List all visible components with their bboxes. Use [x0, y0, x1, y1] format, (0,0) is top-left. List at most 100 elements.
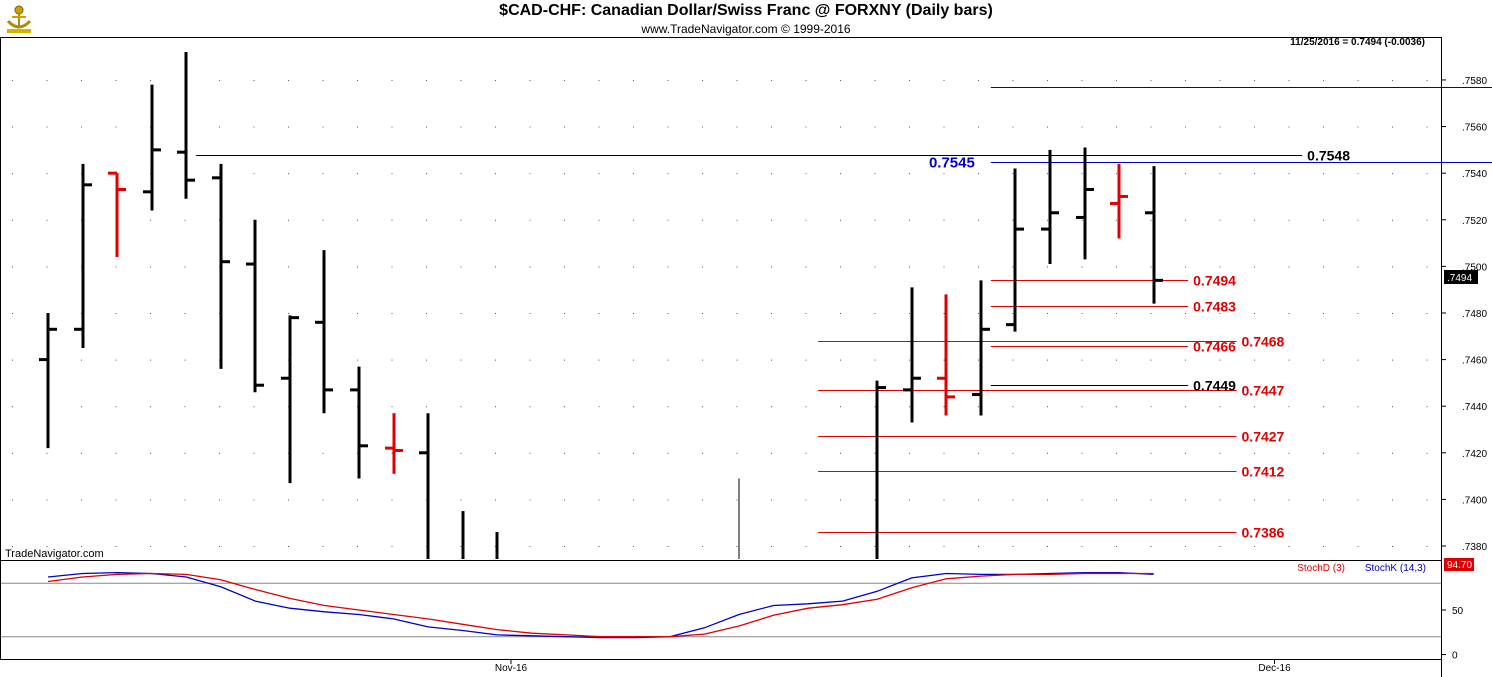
grid-dot [1012, 546, 1014, 548]
grid-dot [564, 266, 565, 268]
grid-dot [529, 266, 531, 268]
grid-dot [288, 546, 289, 548]
grid-dot [598, 312, 600, 314]
grid-dot [1392, 126, 1393, 128]
grid-dot [1426, 79, 1428, 81]
grid-dot [529, 359, 531, 361]
grid-dot [426, 266, 427, 268]
grid-dot [1012, 359, 1014, 361]
grid-dot [1047, 173, 1048, 175]
grid-dot [1426, 546, 1428, 548]
grid-dot [702, 79, 703, 81]
grid-dot [1219, 219, 1221, 221]
grid-dot [564, 499, 565, 501]
grid-dot [943, 359, 945, 361]
level-label: 0.7548 [1307, 148, 1350, 164]
grid-dot [1081, 406, 1083, 408]
grid-dot [184, 359, 186, 361]
grid-dot [943, 546, 945, 548]
grid-dot [943, 312, 945, 314]
grid-dot [874, 406, 876, 408]
grid-dot [1288, 359, 1290, 361]
grid-dot [1185, 79, 1186, 81]
grid-dot [978, 173, 979, 175]
grid-dot [943, 406, 945, 408]
grid-dot [874, 173, 876, 175]
grid-dot [736, 126, 738, 128]
grid-dot [322, 126, 324, 128]
grid-dot [564, 406, 565, 408]
grid-dot [840, 266, 841, 268]
grid-dot [633, 359, 634, 361]
grid-dot [874, 452, 876, 454]
price-y-axis: .7380 .7400 .7420 .7440 .7460 .7480 .7500 .7520… [1441, 76, 1487, 553]
grid-dot [667, 359, 669, 361]
grid-dot [1150, 359, 1152, 361]
grid-dot [840, 406, 841, 408]
grid-dot [1150, 312, 1152, 314]
grid-dot [460, 173, 462, 175]
grid-dot [840, 546, 841, 548]
grid-dot [1426, 499, 1428, 501]
grid-dot [1185, 546, 1186, 548]
grid-dot [81, 126, 82, 128]
grid-dot [702, 173, 703, 175]
grid-dot [978, 266, 979, 268]
grid-dot [1323, 546, 1324, 548]
x-tick-label: Dec-16 [1258, 663, 1291, 674]
grid-dot [288, 219, 289, 221]
grid-dot [805, 312, 807, 314]
grid-dot [840, 126, 841, 128]
grid-dot [46, 126, 48, 128]
grid-dot [1012, 499, 1014, 501]
grid-dot [909, 79, 910, 81]
grid-dot [115, 499, 117, 501]
grid-dot [1323, 359, 1324, 361]
grid-dot [1219, 499, 1221, 501]
grid-dot [1185, 406, 1186, 408]
grid-dot [1081, 266, 1083, 268]
grid-dot [943, 499, 945, 501]
grid-dot [391, 406, 393, 408]
y-tick-label: .7380 [1462, 542, 1487, 553]
grid-dot [1012, 79, 1014, 81]
grid-dot [1392, 452, 1393, 454]
grid-dot [1288, 452, 1290, 454]
grid-dot [1081, 79, 1083, 81]
grid-dot [150, 219, 151, 221]
stoch-line [47, 571, 1154, 639]
grid-dot [1012, 406, 1014, 408]
grid-dot [529, 173, 531, 175]
grid-dot [909, 406, 910, 408]
grid-dot [805, 126, 807, 128]
grid-dot [219, 79, 220, 81]
grid-dot [1392, 499, 1393, 501]
grid-dot [1392, 312, 1393, 314]
grid-dot [357, 546, 358, 548]
grid-dot [1392, 79, 1393, 81]
stochk-legend: StochK (14,3) [1365, 563, 1426, 574]
y-tick-label: .7560 [1462, 123, 1487, 134]
grid-dot [12, 79, 13, 81]
grid-dot [150, 79, 151, 81]
grid-dot [702, 452, 703, 454]
level-label: 0.7466 [1193, 339, 1236, 355]
grid-dot [115, 79, 117, 81]
grid-dot [1047, 312, 1048, 314]
grid-dot [529, 406, 531, 408]
watermark-text: TradeNavigator.com [5, 548, 104, 560]
grid-dot [460, 312, 462, 314]
grid-dot [1392, 359, 1393, 361]
grid-dot [1047, 219, 1048, 221]
grid-dot [1081, 359, 1083, 361]
grid-dot [874, 266, 876, 268]
grid-dot [667, 452, 669, 454]
grid-dot [1047, 359, 1048, 361]
grid-dot [460, 266, 462, 268]
y-tick-label: .7580 [1462, 76, 1487, 87]
grid-dot [391, 359, 393, 361]
grid-dot [667, 79, 669, 81]
last-price-tag-bg [1444, 270, 1478, 284]
grid-dot [150, 499, 151, 501]
grid-dot [667, 499, 669, 501]
